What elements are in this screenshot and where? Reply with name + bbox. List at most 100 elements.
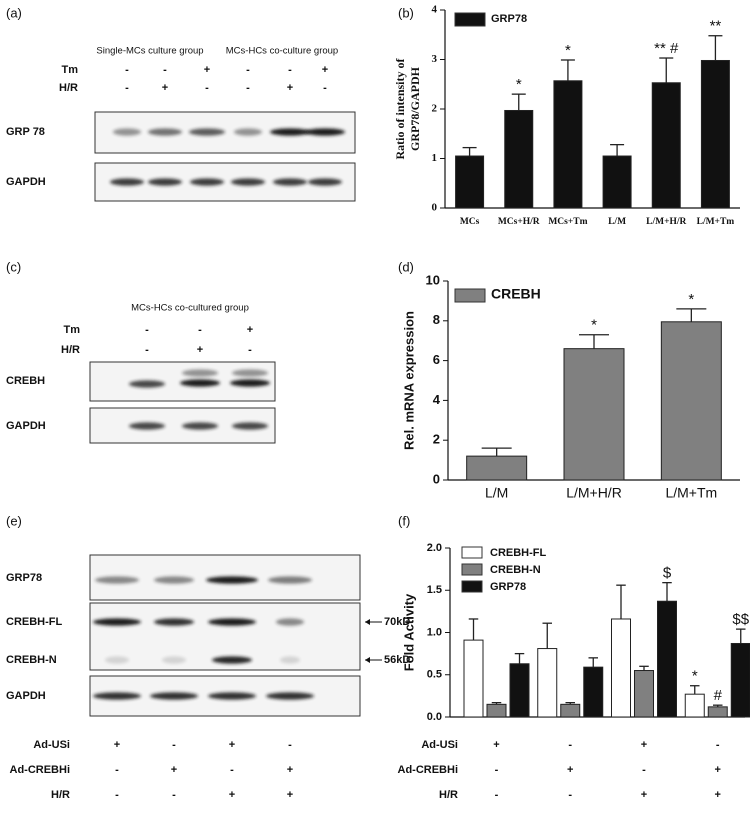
condition-sign: - xyxy=(230,764,234,776)
legend-label: CREBH-N xyxy=(490,564,541,576)
condition-sign: - xyxy=(125,64,129,76)
y-axis-label: Ratio of intensity of xyxy=(393,58,407,160)
y-tick-label: 0.5 xyxy=(427,669,442,681)
legend-swatch xyxy=(461,563,483,576)
condition-sign: + xyxy=(247,324,253,336)
y-tick-label: 1 xyxy=(432,152,438,164)
condition-sign: + xyxy=(287,789,293,801)
row-label: GAPDH xyxy=(6,176,46,188)
condition-sign: + xyxy=(197,344,203,356)
annotation: ** # xyxy=(654,40,679,57)
x-tick-label: L/M xyxy=(608,217,626,227)
band xyxy=(273,178,307,186)
band xyxy=(189,128,225,136)
y-tick-label: 4 xyxy=(432,4,438,16)
x-tick-label: L/M+H/R xyxy=(646,217,686,227)
x-tick-label: L/M xyxy=(485,485,508,501)
bar xyxy=(509,663,530,718)
y-tick-label: 0.0 xyxy=(427,711,442,723)
condition-label: Tm xyxy=(64,324,81,336)
condition-sign: + xyxy=(229,739,235,751)
condition-label: H/R xyxy=(61,344,80,356)
condition-sign: - xyxy=(172,739,176,751)
bar xyxy=(583,666,604,718)
panel-label: (e) xyxy=(6,513,22,528)
row-label: GRP 78 xyxy=(6,126,45,138)
bar xyxy=(466,455,528,481)
bar xyxy=(537,648,558,718)
bar xyxy=(463,639,484,718)
bar xyxy=(455,155,485,209)
band xyxy=(305,128,345,136)
condition-sign: - xyxy=(246,64,250,76)
y-tick-label: 10 xyxy=(426,272,440,287)
condition-sign: + xyxy=(493,739,499,751)
condition-sign: + xyxy=(322,64,328,76)
band xyxy=(162,656,186,664)
bar xyxy=(684,693,705,718)
band xyxy=(182,369,218,377)
condition-sign: + xyxy=(715,764,721,776)
band xyxy=(232,422,268,430)
condition-sign: + xyxy=(171,764,177,776)
band xyxy=(231,178,265,186)
band xyxy=(180,379,220,387)
y-tick-label: 2 xyxy=(433,432,440,447)
condition-sign: - xyxy=(248,344,252,356)
panel-label: (d) xyxy=(398,259,414,274)
annotation: * xyxy=(516,76,522,93)
x-tick-label: L/M+Tm xyxy=(665,485,717,501)
band xyxy=(93,692,141,700)
condition-label: Ad-CREBHi xyxy=(10,764,71,776)
band xyxy=(268,576,312,584)
condition-sign: - xyxy=(145,324,149,336)
row-label: GRP78 xyxy=(6,572,42,584)
condition-sign: - xyxy=(145,344,149,356)
panel-label: (b) xyxy=(398,5,414,20)
condition-sign: + xyxy=(204,64,210,76)
bar xyxy=(657,600,677,718)
band xyxy=(232,369,268,377)
panel-label: (f) xyxy=(398,513,410,528)
condition-sign: - xyxy=(288,64,292,76)
condition-sign: - xyxy=(115,764,119,776)
bar xyxy=(504,109,534,209)
condition-sign: + xyxy=(287,82,293,94)
bar xyxy=(602,155,632,209)
condition-sign: - xyxy=(163,64,167,76)
band xyxy=(95,576,139,584)
condition-sign: - xyxy=(716,739,720,751)
band xyxy=(150,692,198,700)
annotation: $ xyxy=(663,565,672,582)
condition-sign: + xyxy=(287,764,293,776)
annotation: * xyxy=(591,317,597,334)
band xyxy=(113,128,141,136)
condition-sign: - xyxy=(246,82,250,94)
band xyxy=(129,380,165,388)
row-label: CREBH-FL xyxy=(6,616,62,628)
y-tick-label: 1.0 xyxy=(427,626,442,638)
condition-label: Tm xyxy=(62,64,79,76)
panel-label: (c) xyxy=(6,259,21,274)
band xyxy=(270,128,310,136)
annotation: * xyxy=(565,42,571,59)
condition-sign: + xyxy=(567,764,573,776)
panel-label: (a) xyxy=(6,5,22,20)
band xyxy=(208,692,256,700)
condition-sign: - xyxy=(323,82,327,94)
bar xyxy=(634,670,654,718)
y-tick-label: 8 xyxy=(433,312,440,327)
bar xyxy=(553,80,583,209)
annotation: * xyxy=(692,668,698,685)
legend-label: CREBH-FL xyxy=(490,547,546,559)
condition-sign: - xyxy=(642,764,646,776)
condition-sign: - xyxy=(288,739,292,751)
band xyxy=(266,692,314,700)
marker-label: 70kD xyxy=(384,616,410,628)
row-label: GAPDH xyxy=(6,420,46,432)
group-label: MCs-HCs co-cultured group xyxy=(131,303,249,314)
condition-label: H/R xyxy=(51,789,70,801)
condition-label: H/R xyxy=(59,82,78,94)
band xyxy=(148,178,182,186)
band xyxy=(154,576,194,584)
